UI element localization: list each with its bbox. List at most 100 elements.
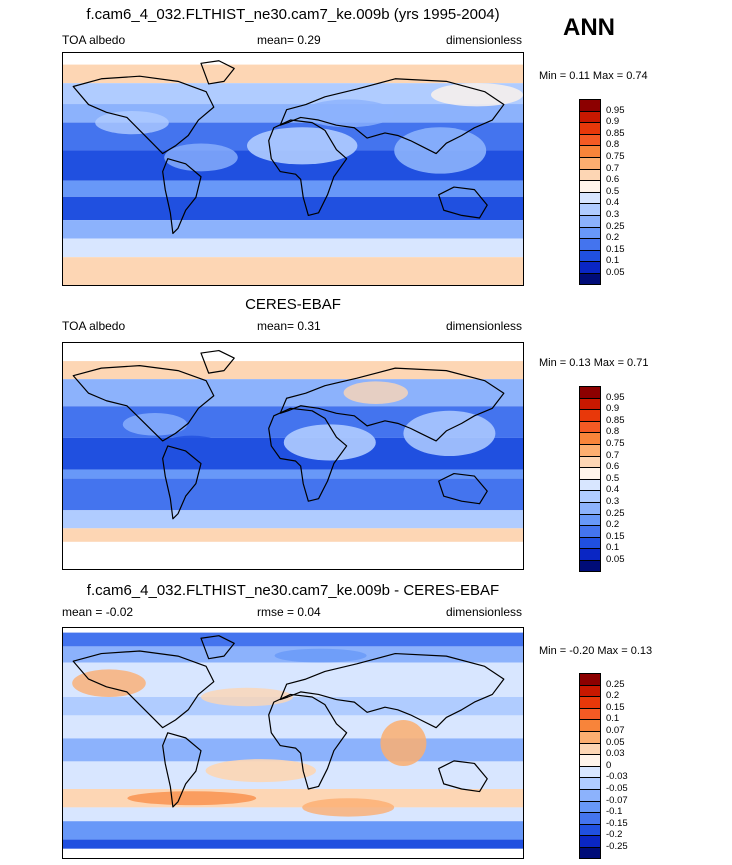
colorbar-cell (579, 696, 601, 708)
colorbar-cell (579, 513, 601, 526)
panel3-minmax: Min = -0.20 Max = 0.13 (539, 645, 653, 657)
colorbar-tick-label: 0.4 (606, 484, 620, 496)
colorbar-cell (579, 548, 601, 560)
colorbar-tick-label: 0.15 (606, 530, 625, 542)
panel2-variable: TOA albedo (62, 319, 126, 333)
panel3-mean: mean = -0.02 (62, 605, 134, 619)
panel1-map (62, 52, 524, 286)
panel3-rmse: rmse = 0.04 (257, 605, 321, 619)
colorbar-cell (579, 168, 601, 181)
colorbar-cell (579, 777, 601, 789)
colorbar-cell (579, 386, 601, 398)
colorbar-cell (579, 249, 601, 262)
colorbar-cell (579, 847, 601, 859)
colorbar-tick-label: -0.1 (606, 806, 623, 818)
colorbar-tick-label: 0 (606, 759, 612, 771)
colorbar-tick-label: 0.9 (606, 116, 620, 128)
colorbar-tick-label: -0.05 (606, 783, 628, 794)
colorbar-tick-label: -0.03 (606, 771, 628, 783)
colorbar-cell (579, 800, 601, 813)
colorbar-cell (579, 490, 601, 502)
panel3-map (62, 627, 524, 859)
colorbar-tick-label: 0.25 (606, 220, 625, 232)
colorbar-cell (579, 157, 601, 169)
colorbar-cell (579, 203, 601, 215)
panel1-title: f.cam6_4_032.FLTHIST_ne30.cam7_ke.009b (… (86, 6, 500, 23)
colorbar-tick-label: 0.1 (606, 713, 620, 725)
panel1-variable: TOA albedo (62, 33, 126, 47)
colorbar-tick-label: 0.25 (606, 507, 625, 519)
colorbar-cell (579, 409, 601, 421)
colorbar-cell (579, 273, 601, 285)
colorbar-cell (579, 180, 601, 192)
colorbar-cell (579, 397, 601, 410)
colorbar-cell (579, 560, 601, 572)
colorbar-tick-label: 0.1 (606, 542, 620, 554)
colorbar-cell (579, 467, 601, 479)
colorbar-cell (579, 707, 601, 720)
colorbar-cell (579, 754, 601, 766)
colorbar-cell (579, 742, 601, 755)
colorbar-tick-label: 0.07 (606, 725, 625, 736)
colorbar-cell (579, 145, 601, 157)
colorbar-tick-label: 0.6 (606, 461, 620, 473)
colorbar-outline (579, 386, 601, 572)
colorbar-cell (579, 673, 601, 685)
colorbar-tick-label: 0.03 (606, 748, 625, 760)
colorbar-cell (579, 478, 601, 491)
panel2-map (62, 342, 524, 570)
colorbar-tick-label: -0.15 (606, 817, 628, 829)
colorbar-cell (579, 731, 601, 743)
colorbar-tick-label: 0.95 (606, 104, 625, 116)
colorbar-cell (579, 812, 601, 824)
colorbar-tick-label: -0.25 (606, 841, 628, 852)
colorbar-cell (579, 122, 601, 134)
colorbar-cell (579, 823, 601, 836)
panel1-mean: mean= 0.29 (257, 33, 321, 47)
colorbar-cell (579, 191, 601, 204)
colorbar-tick-label: 0.2 (606, 690, 620, 702)
colorbar-tick-label: 0.6 (606, 174, 620, 186)
colorbar-tick-label: 0.2 (606, 232, 620, 244)
panel2-units: dimensionless (445, 319, 522, 333)
colorbar-cell (579, 502, 601, 514)
panel1-units: dimensionless (445, 33, 522, 47)
colorbar-tick-label: 0.85 (606, 127, 625, 139)
colorbar-tick-label: 0.5 (606, 185, 620, 197)
colorbar-tick-label: 0.7 (606, 162, 620, 174)
colorbar-cell (579, 835, 601, 847)
colorbar-cell (579, 432, 601, 444)
colorbar-tick-label: 0.05 (606, 267, 625, 278)
colorbar-tick-label: 0.8 (606, 139, 620, 151)
colorbar-cell (579, 226, 601, 239)
colorbar-tick-label: 0.85 (606, 414, 625, 426)
colorbar-cell (579, 789, 601, 801)
colorbar-cell (579, 110, 601, 123)
colorbar-tick-label: 0.8 (606, 426, 620, 438)
colorbar-cell (579, 455, 601, 468)
colorbar-tick-label: -0.07 (606, 794, 628, 806)
season-label: ANN (563, 14, 615, 41)
colorbar-tick-label: 0.25 (606, 678, 625, 690)
colorbar-tick-label: 0.15 (606, 243, 625, 255)
colorbar-outline (579, 99, 601, 285)
colorbar-tick-label: 0.9 (606, 403, 620, 415)
colorbar-tick-label: 0.7 (606, 449, 620, 461)
colorbar-cell (579, 420, 601, 433)
panel2-title: CERES-EBAF (245, 296, 341, 313)
colorbar-cell (579, 765, 601, 778)
colorbar-tick-label: 0.5 (606, 472, 620, 484)
colorbar-cell (579, 444, 601, 456)
colorbar-cell (579, 536, 601, 549)
colorbar-cell (579, 719, 601, 731)
colorbar-tick-label: 0.2 (606, 519, 620, 531)
colorbar-cell (579, 238, 601, 250)
colorbar-cell (579, 525, 601, 537)
colorbar-tick-label: 0.3 (606, 496, 620, 507)
colorbar-cell (579, 99, 601, 111)
colorbar-tick-label: 0.95 (606, 391, 625, 403)
colorbar-tick-label: 0.75 (606, 438, 625, 449)
panel2-mean: mean= 0.31 (257, 319, 321, 333)
colorbar-cell (579, 133, 601, 146)
colorbar-tick-label: 0.75 (606, 151, 625, 162)
